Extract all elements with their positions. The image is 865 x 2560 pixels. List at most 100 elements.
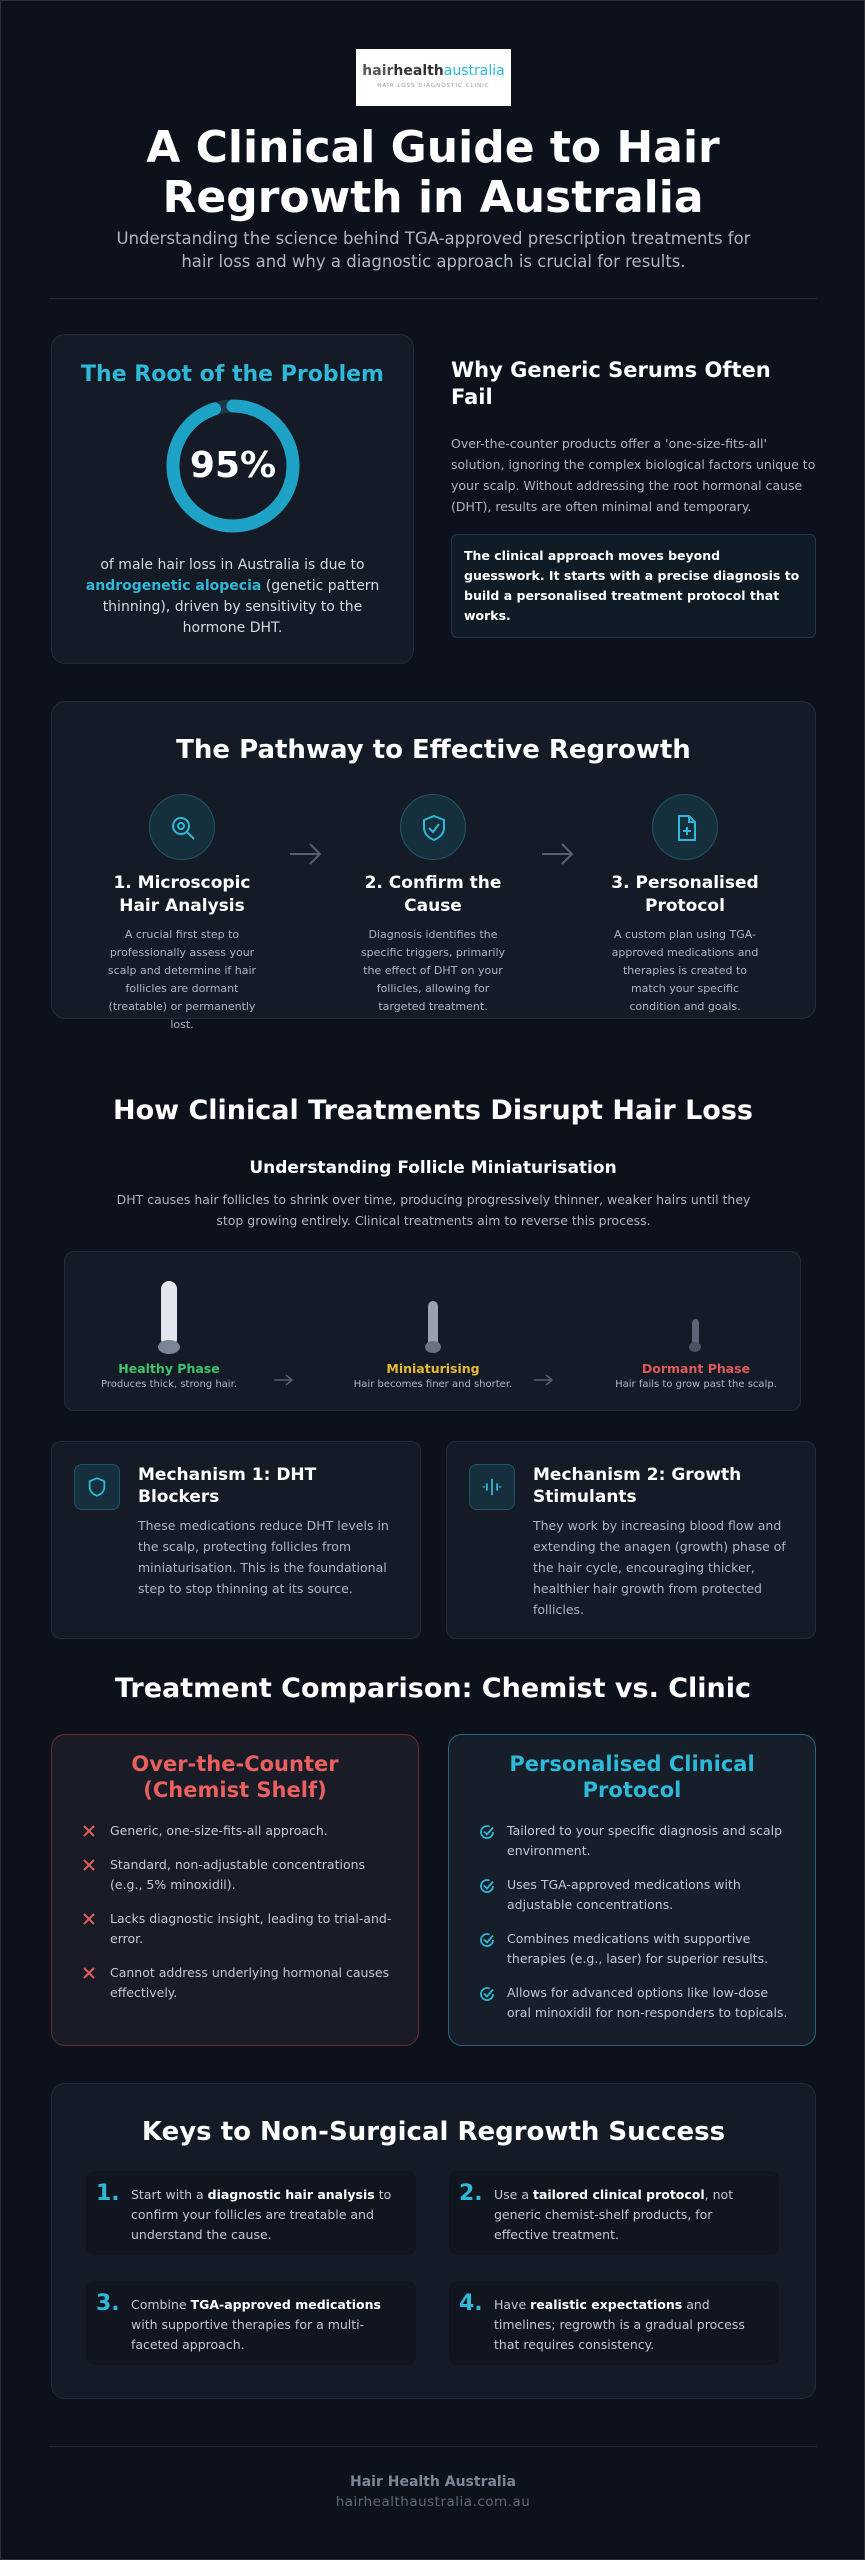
- text-highlight: diagnostic hair analysis: [207, 2187, 375, 2202]
- phase-arrow: [274, 1374, 294, 1386]
- key-text: Start with a diagnostic hair analysis to…: [131, 2185, 406, 2245]
- icon: [172, 817, 195, 840]
- stat-text: of male hair loss in Australia is due to…: [83, 555, 383, 639]
- comparison-title: Over-the-Counter (Chemist Shelf): [131, 1752, 339, 1802]
- step-icon: [400, 794, 466, 860]
- divider: [49, 2446, 817, 2447]
- icon: [480, 1825, 494, 1839]
- phase-text: Produces thick, strong hair.: [101, 1379, 237, 1390]
- item-text: Combines medications with supportive the…: [507, 1931, 769, 1966]
- comparison-list: Tailored to your specific diagnosis and …: [479, 1821, 793, 2023]
- logo-wordmark: hairhealthaustralia: [356, 63, 511, 79]
- page-subtitle: Understanding the science behind TGA-app…: [116, 229, 751, 271]
- item-text: Uses TGA-approved medications with adjus…: [507, 1877, 741, 1912]
- icon: [480, 1933, 494, 1947]
- ring-value: [166, 399, 299, 533]
- phase-name: Healthy Phase: [118, 1361, 220, 1376]
- comparison-item: Generic, one-size-fits-all approach.: [82, 1821, 396, 1841]
- follicle-graphics: [158, 1281, 701, 1386]
- key-number: 2.: [459, 2181, 483, 2206]
- icon: [678, 815, 696, 841]
- text-highlight: tailored clinical protocol: [532, 2187, 705, 2202]
- item-text: Tailored to your specific diagnosis and …: [507, 1823, 783, 1858]
- section-title: Treatment Comparison: Chemist vs. Clinic: [114, 1673, 752, 1704]
- text-part: , not generic chemist-shelf products, fo…: [494, 2187, 734, 2242]
- item-text: Lacks diagnostic insight, leading to tri…: [110, 1911, 392, 1946]
- footer-name: Hair Health Australia: [350, 2474, 516, 2490]
- mechanism-text: They work by increasing blood flow and e…: [533, 1518, 786, 1617]
- pathway-card: The Pathway to Effective Regrowth: [51, 701, 816, 1019]
- healthy-hair: [161, 1281, 177, 1347]
- step-text: A crucial first step to professionally a…: [107, 928, 257, 1031]
- item-text: Allows for advanced options like low-dos…: [507, 1985, 788, 2020]
- thinning-hair: [428, 1301, 438, 1347]
- key-number: 4.: [459, 2291, 483, 2316]
- key-text: Have realistic expectations and timeline…: [494, 2295, 769, 2355]
- step-text: Diagnosis identifies the specific trigge…: [360, 928, 506, 1013]
- icon: [83, 1913, 95, 1925]
- root-problem-card: The Root of the Problem 95% of male hair…: [51, 334, 414, 664]
- icon: [83, 1825, 95, 1837]
- text-part: Start with a: [131, 2187, 208, 2202]
- icon: [480, 1879, 494, 1893]
- key-item: 1. Start with a diagnostic hair analysis …: [86, 2171, 416, 2255]
- step-text: A custom plan using TGA-approved medicat…: [611, 928, 759, 1013]
- mechanism-title: Mechanism 2: Growth Stimulants: [533, 1465, 742, 1507]
- mechanism-card: Mechanism 2: Growth Stimulants They work …: [446, 1441, 816, 1639]
- phase-text: Hair fails to grow past the scalp.: [615, 1379, 777, 1390]
- stat-label: 95%: [189, 445, 275, 486]
- phase-text: Hair becomes finer and shorter.: [353, 1379, 513, 1390]
- step-icon: [652, 794, 718, 860]
- icon: [483, 1478, 501, 1496]
- mechanism-title: Mechanism 1: DHT Blockers: [138, 1465, 317, 1507]
- comparison-list: Generic, one-size-fits-all approach. Stan…: [82, 1821, 396, 2003]
- icon: [83, 1967, 95, 1979]
- step-title: 3. Personalised Protocol: [611, 873, 759, 916]
- logo-tagline: HAIR LOSS DIAGNOSTIC CLINIC: [377, 83, 490, 89]
- text-highlight: realistic expectations: [530, 2297, 683, 2312]
- section-text: Over-the-counter products offer a 'one-s…: [451, 436, 816, 514]
- mechanism-card: Mechanism 1: DHT Blockers These medicatio…: [51, 1441, 421, 1639]
- text-part: Use a: [494, 2187, 533, 2202]
- key-item: 3. Combine TGA-approved medications with …: [86, 2281, 416, 2365]
- icon: [88, 1477, 106, 1497]
- callout: The clinical approach moves beyond guess…: [451, 534, 816, 638]
- comparison-title: Personalised Clinical Protocol: [509, 1752, 755, 1802]
- phase-arrow: [534, 1374, 554, 1386]
- phase-name: Dormant Phase: [641, 1361, 751, 1376]
- item-text: Standard, non-adjustable concentrations …: [110, 1857, 366, 1892]
- card-heading: The Root of the Problem: [81, 362, 384, 387]
- section-heading: Why Generic Serums Often Fail: [451, 358, 771, 409]
- comparison-item: Combines medications with supportive the…: [479, 1929, 793, 1969]
- logo-part: hair: [362, 63, 394, 79]
- comparison-card: Personalised Clinical Protocol Tailored t…: [448, 1734, 816, 2046]
- comparison-item: Allows for advanced options like low-dos…: [479, 1983, 793, 2023]
- text-highlight: TGA-approved medications: [190, 2297, 381, 2312]
- text-part: Have: [494, 2297, 531, 2312]
- section-title: The Pathway to Effective Regrowth: [176, 735, 691, 765]
- text-part: and timelines; regrowth is a gradual pro…: [494, 2297, 745, 2352]
- stat-ring: 95%: [166, 399, 299, 533]
- text-part: of male hair loss in Australia is due to: [100, 557, 365, 573]
- text-highlight: androgenetic alopecia: [85, 578, 262, 594]
- text-part: to confirm your follicles are treatable …: [131, 2187, 392, 2242]
- logo: hairhealthaustralia HAIR LOSS DIAGNOSTIC…: [356, 49, 511, 106]
- phase-name: Miniaturising: [386, 1361, 480, 1376]
- logo-part: health: [393, 63, 444, 79]
- page-title: A Clinical Guide to Hair Regrowth in Aus…: [146, 122, 720, 223]
- icon: [423, 814, 445, 842]
- footer-url: hairhealthaustralia.com.au: [335, 2494, 531, 2510]
- mechanism-icon: [469, 1464, 515, 1510]
- key-text: Use a tailored clinical protocol, not ge…: [494, 2185, 769, 2245]
- item-text: Cannot address underlying hormonal cause…: [110, 1965, 390, 2000]
- icon: [480, 1987, 494, 2001]
- key-number: 3.: [96, 2291, 120, 2316]
- icon: [83, 1859, 95, 1871]
- follicle: [158, 1340, 180, 1354]
- dormant-hair: [692, 1319, 699, 1347]
- step-title: 2. Confirm the Cause: [364, 873, 502, 916]
- comparison-item: Lacks diagnostic insight, leading to tri…: [82, 1909, 396, 1949]
